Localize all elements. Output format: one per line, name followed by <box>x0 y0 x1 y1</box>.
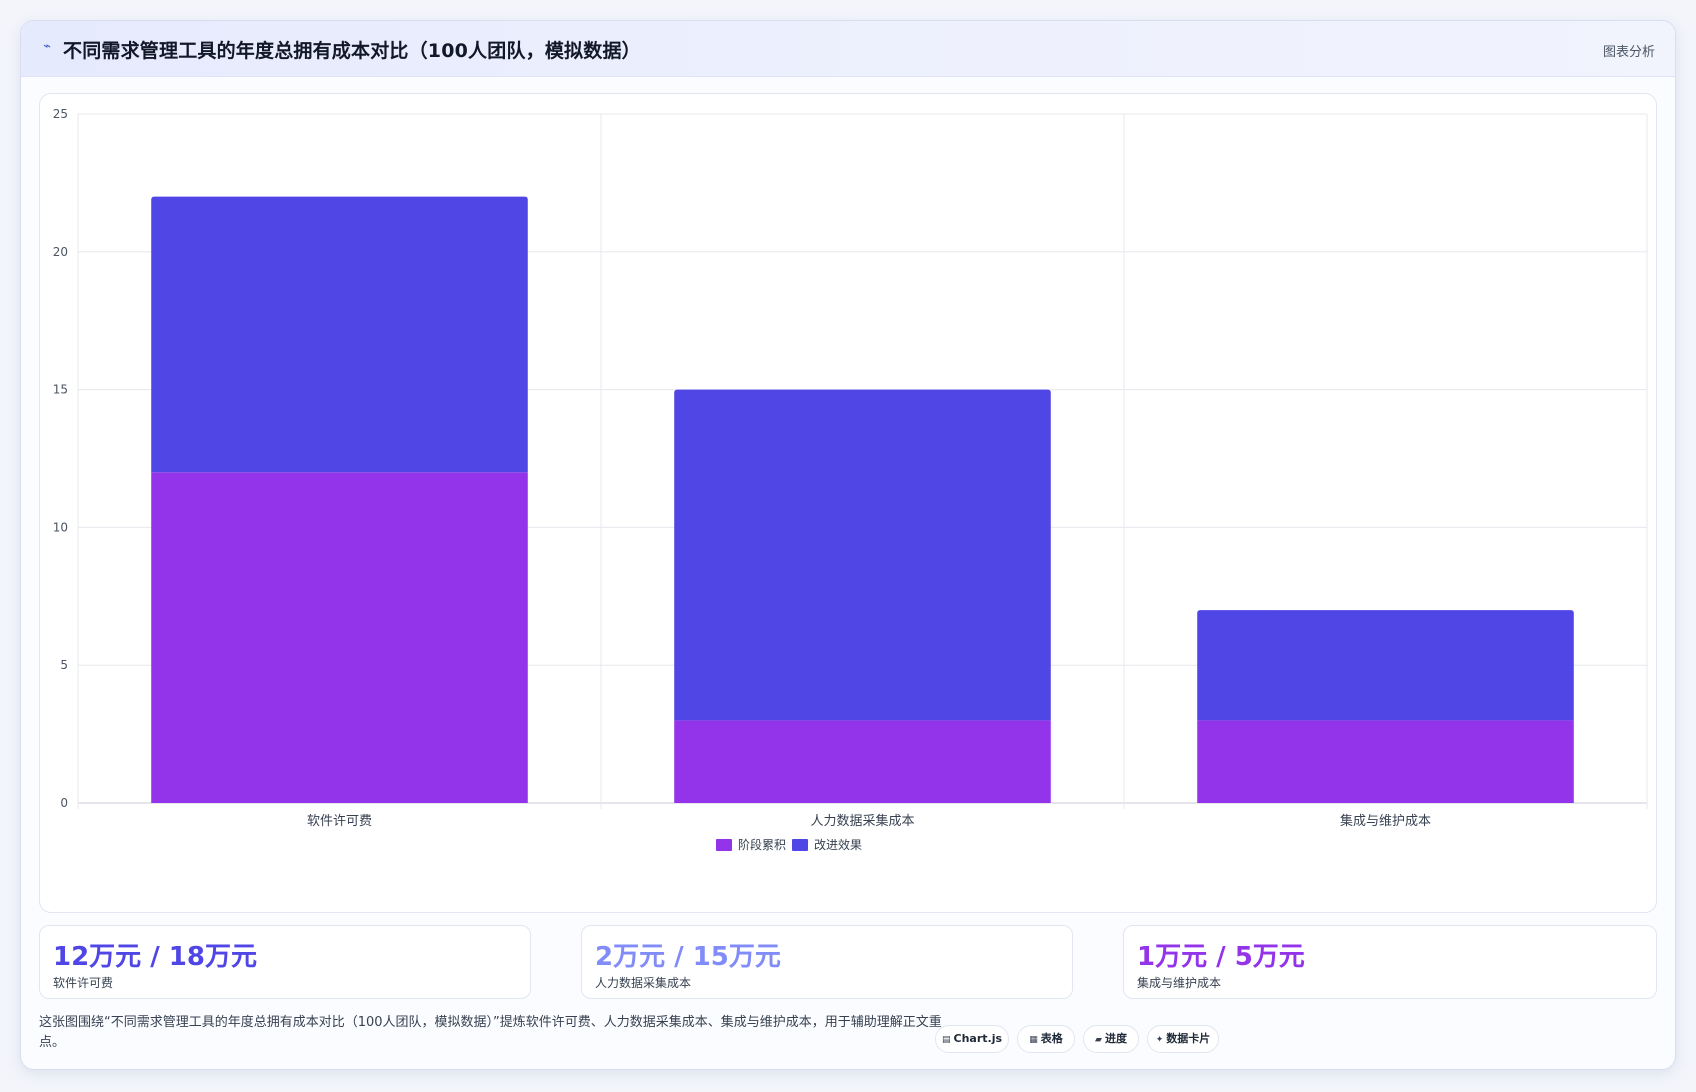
chip-table[interactable]: ▦ 表格 <box>1017 1025 1075 1053</box>
stat-value: 2万元 / 15万元 <box>595 942 781 972</box>
chip-progress[interactable]: ▰ 进度 <box>1083 1025 1139 1053</box>
chip-label: Chart.js <box>953 1032 1003 1045</box>
x-tick-label: 软件许可费 <box>307 814 372 829</box>
chart-description: 这张图围绕“不同需求管理工具的年度总拥有成本对比（100人团队，模拟数据）”提炼… <box>39 1015 942 1050</box>
bar-segment-stage <box>1197 720 1574 803</box>
chart-panel: 0 5 10 15 20 25 软件许可费 人力数据采集成本 集成与维护成本阶段累积 改进效果 <box>39 93 1657 913</box>
bar-segment-stage <box>674 720 1051 803</box>
card-header: ⌁ 不同需求管理工具的年度总拥有成本对比（100人团队，模拟数据） 图表分析 <box>21 21 1675 77</box>
x-tick-label: 集成与维护成本 <box>1340 813 1431 829</box>
bar-segment-improve <box>674 389 1051 721</box>
chip-chartjs[interactable]: ▤ Chart.js <box>935 1025 1009 1053</box>
legend-label: 改进效果 <box>814 837 862 852</box>
x-tick-label: 人力数据采集成本 <box>810 813 914 829</box>
bar-segment-stage <box>151 472 528 803</box>
sparkle-icon: ✦ <box>1155 1035 1164 1045</box>
y-tick-label: 10 <box>53 520 68 534</box>
legend-label: 阶段累积 <box>738 837 786 852</box>
chart-analysis-link[interactable]: 图表分析 <box>1602 45 1655 60</box>
y-tick-label: 20 <box>53 245 68 259</box>
y-tick-label: 15 <box>53 383 68 397</box>
bar-segment-improve <box>151 196 528 473</box>
stat-card-integration: 1万元 / 5万元 集成与维护成本 <box>1123 925 1657 999</box>
stat-value: 1万元 / 5万元 <box>1137 942 1305 972</box>
chip-data-card[interactable]: ✦ 数据卡片 <box>1147 1025 1219 1053</box>
stat-label: 集成与维护成本 <box>1137 976 1222 990</box>
legend-swatch <box>792 839 808 851</box>
progress-icon: ▰ <box>1095 1035 1102 1045</box>
stat-label: 软件许可费 <box>53 976 114 990</box>
stat-card-data-collection: 2万元 / 15万元 人力数据采集成本 <box>581 925 1073 999</box>
chart-line-icon: ⌁ <box>43 39 51 54</box>
table-icon: ▦ <box>1029 1035 1038 1045</box>
chart-icon: ▤ <box>941 1035 951 1045</box>
stat-label: 人力数据采集成本 <box>595 976 692 990</box>
chip-label: 数据卡片 <box>1166 1032 1211 1045</box>
stat-value: 12万元 / 18万元 <box>53 942 257 972</box>
chip-label: 表格 <box>1040 1032 1063 1045</box>
y-tick-label: 0 <box>60 796 68 810</box>
bar-segment-improve <box>1197 610 1574 721</box>
chip-label: 进度 <box>1104 1032 1127 1045</box>
stat-card-license: 12万元 / 18万元 软件许可费 <box>39 925 531 999</box>
y-tick-label: 25 <box>53 107 68 121</box>
legend-swatch <box>716 839 732 851</box>
y-tick-label: 5 <box>60 658 68 672</box>
chart-card: ⌁ 不同需求管理工具的年度总拥有成本对比（100人团队，模拟数据） 图表分析 0… <box>20 20 1676 1070</box>
stat-cards: 12万元 / 18万元 软件许可费 2万元 / 15万元 人力数据采集成本 1万… <box>39 925 1657 999</box>
chart-title: 不同需求管理工具的年度总拥有成本对比（100人团队，模拟数据） <box>63 40 641 62</box>
